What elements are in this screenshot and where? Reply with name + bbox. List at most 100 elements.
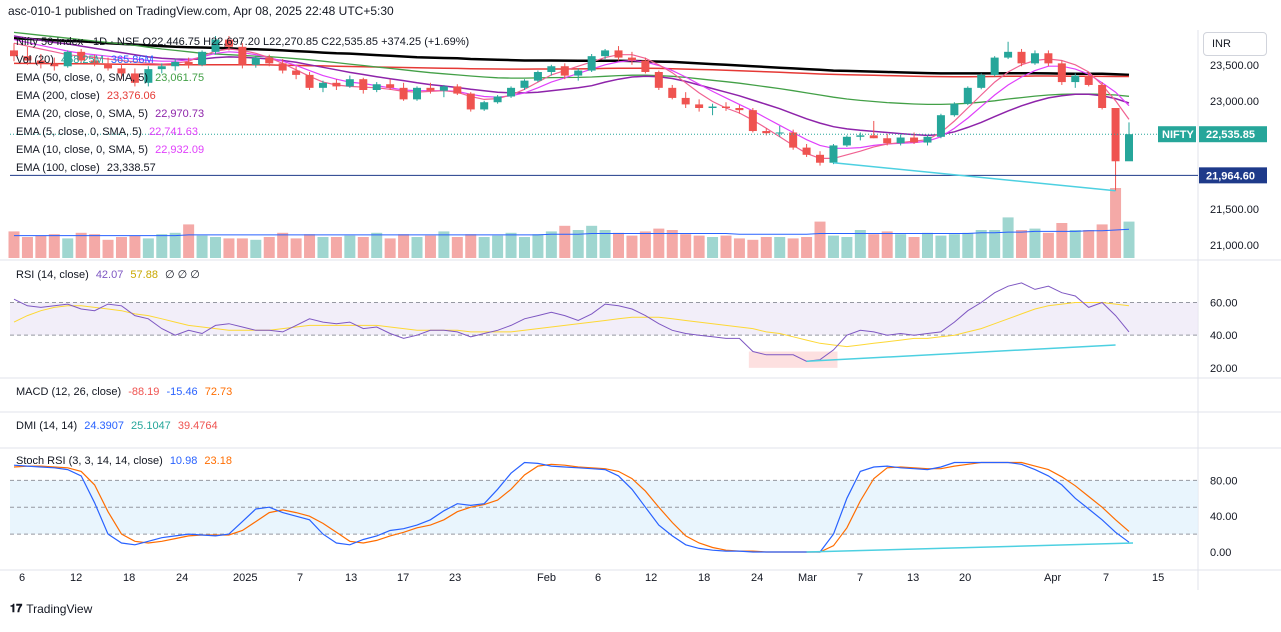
stoch-tick-label: 40.00: [1210, 511, 1238, 523]
legend-ema10[interactable]: EMA (10, close, 0, SMA, 5) 22,932.09: [16, 144, 208, 156]
candle-body: [601, 50, 610, 57]
last-price-symbol-badge: [1158, 126, 1196, 143]
legend-ema100[interactable]: EMA (100, close) 23,338.57: [16, 162, 160, 174]
volume-bar: [720, 235, 732, 258]
volume-bar: [653, 228, 665, 258]
legend-ema5[interactable]: EMA (5, close, 0, SMA, 5) 22,741.63: [16, 126, 202, 138]
legend-stoch-v2: 23.18: [204, 455, 232, 467]
legend-ema20-label: EMA (20, close, 0, SMA, 5): [16, 108, 149, 120]
candle-body: [439, 86, 448, 91]
volume-bar: [317, 237, 329, 258]
candle-body: [842, 136, 851, 146]
candle-body: [10, 50, 18, 57]
volume-bar: [962, 232, 974, 258]
candle-body: [789, 132, 798, 148]
candle-body: [130, 73, 139, 83]
legend-stoch-label: Stoch RSI (3, 3, 14, 14, close): [16, 455, 163, 467]
candle-body: [332, 82, 341, 87]
legend-ema50[interactable]: EMA (50, close, 0, SMA, 5) 23,061.75: [16, 72, 208, 84]
time-axis-label: 6: [19, 572, 25, 584]
time-axis-label: 15: [1152, 572, 1164, 584]
volume-bar: [613, 232, 625, 258]
legend-ema200[interactable]: EMA (200, close) 23,376.06: [16, 90, 160, 102]
volume-bar: [1029, 228, 1041, 258]
volume-bar: [62, 238, 74, 258]
volume-bar: [572, 230, 584, 258]
time-axis-label: 13: [345, 572, 357, 584]
legend-volume-v1: 468.25M: [60, 54, 104, 66]
legend-stoch[interactable]: Stoch RSI (3, 3, 14, 14, close) 10.98 23…: [16, 455, 236, 467]
candle-body: [77, 51, 86, 61]
time-axis-label: 24: [176, 572, 188, 584]
candle-body: [560, 66, 569, 76]
candle-body: [681, 97, 690, 105]
currency-selector[interactable]: INR: [1203, 32, 1267, 56]
volume-bar: [371, 232, 383, 258]
candle-body: [399, 87, 408, 100]
candle-body: [1057, 63, 1066, 83]
candle-body: [372, 84, 381, 90]
hline-value: 21,964.60: [1206, 170, 1255, 182]
rsi-oversold-fill: [748, 351, 838, 368]
volume-bar: [35, 235, 47, 258]
volume-bar: [21, 237, 33, 258]
candle-body: [721, 106, 730, 108]
stoch-tick-label: 80.00: [1210, 475, 1238, 487]
legend-macd-v2: -15.46: [166, 386, 198, 398]
time-axis-label: 12: [70, 572, 82, 584]
volume-bar: [75, 232, 87, 258]
volume-bar: [854, 230, 866, 258]
time-axis-label: 13: [907, 572, 919, 584]
volume-bar: [760, 237, 772, 258]
candle-body: [278, 63, 287, 71]
candle-body: [587, 56, 596, 71]
legend-rsi-v1: 42.07: [95, 269, 124, 281]
time-axis-label: Feb: [537, 572, 556, 584]
volume-bar: [344, 235, 356, 258]
candle-body: [50, 63, 59, 67]
volume-bar: [1016, 230, 1028, 258]
legend-dmi[interactable]: DMI (14, 14) 24.3907 25.1047 39.4764: [16, 420, 222, 432]
volume-bar: [747, 239, 759, 258]
legend-rsi[interactable]: RSI (14, close) 42.07 57.88 ∅ ∅ ∅: [16, 268, 204, 281]
legend-volume[interactable]: Vol (20) 468.25M 365.86M: [16, 54, 158, 66]
volume-bar: [398, 234, 410, 258]
legend-ema200-label: EMA (200, close): [16, 90, 100, 102]
hline-badge: [1199, 167, 1267, 184]
rsi-tick-label: 20.00: [1210, 363, 1238, 375]
legend-macd[interactable]: MACD (12, 26, close) -88.19 -15.46 72.73: [16, 386, 236, 398]
volume-bar: [465, 234, 477, 258]
last-price-badge: [1199, 126, 1267, 143]
candle-body: [574, 70, 583, 76]
volume-bar: [586, 225, 598, 258]
candle-body: [963, 87, 972, 104]
candle-body: [950, 103, 959, 116]
stoch-trendline: [806, 542, 1134, 553]
time-axis-label: 2025: [233, 572, 257, 584]
volume-bar: [666, 230, 678, 258]
candle-body: [493, 96, 502, 103]
volume-bar: [921, 232, 933, 258]
candle-body: [211, 39, 220, 52]
legend-rsi-extra: ∅ ∅ ∅: [165, 269, 200, 281]
volume-bar: [451, 237, 463, 258]
legend-macd-label: MACD (12, 26, close): [16, 386, 122, 398]
candle-body: [910, 137, 919, 143]
volume-bar: [559, 225, 571, 258]
volume-bar: [1123, 221, 1135, 258]
legend-macd-v1: -88.19: [128, 386, 160, 398]
volume-bar: [290, 238, 302, 258]
legend-symbol[interactable]: Nifty 50 Index · 1D · NSE O22,446.75 H22…: [16, 36, 470, 48]
volume-ma-line: [14, 228, 1130, 237]
candle-body: [318, 82, 327, 88]
candle-body: [144, 69, 153, 83]
volume-bar: [89, 234, 101, 258]
volume-bar: [438, 231, 450, 258]
stoch-tick-label: 0.00: [1210, 547, 1231, 559]
time-axis-label: 12: [645, 572, 657, 584]
time-axis-label: Apr: [1044, 572, 1061, 584]
footer-brand[interactable]: 𝟏𝟕 TradingView: [10, 602, 92, 616]
legend-ema20[interactable]: EMA (20, close, 0, SMA, 5) 22,970.73: [16, 108, 208, 120]
